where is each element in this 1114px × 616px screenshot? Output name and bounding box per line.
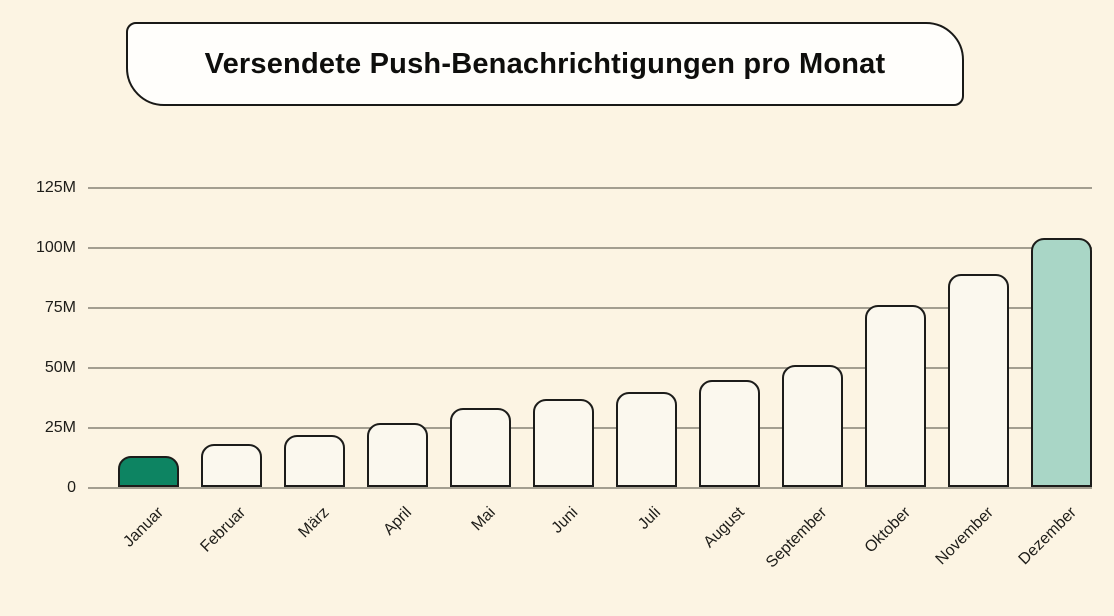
bar-september xyxy=(782,365,843,488)
x-label-juli: Juli xyxy=(635,504,665,534)
x-label-januar: Januar xyxy=(119,504,167,551)
x-label-august: August xyxy=(700,504,748,552)
y-tick-label-125m: 125M xyxy=(35,179,76,196)
y-tick-label-50m: 50M xyxy=(44,358,76,376)
bar-januar xyxy=(118,456,179,488)
y-tick-label-100m: 100M xyxy=(35,238,76,256)
bar-juni xyxy=(533,398,594,488)
bar-februar xyxy=(201,444,262,488)
x-label-marz: März xyxy=(295,504,333,542)
y-tick-label-25m: 25M xyxy=(44,418,76,436)
x-label-februar: Februar xyxy=(197,504,250,556)
chart-title-box: Versendete Push-Benachrichtigungen pro M… xyxy=(126,22,964,106)
bar-april xyxy=(367,422,428,488)
bar-mai xyxy=(450,408,511,488)
x-label-april: April xyxy=(380,504,416,539)
bar-juli xyxy=(616,391,677,488)
bar-oktober xyxy=(865,305,926,488)
bar-dezember xyxy=(1031,238,1092,488)
x-label-dezember: Dezember xyxy=(1015,504,1080,569)
bar-november xyxy=(948,274,1009,488)
gridline-100m xyxy=(88,246,1092,249)
gridline-50m xyxy=(88,366,1092,369)
x-label-oktober: Oktober xyxy=(861,504,914,557)
bar-august xyxy=(699,379,760,488)
y-tick-label-0: 0 xyxy=(67,478,76,496)
x-label-juni: Juni xyxy=(548,504,582,537)
y-tick-label-75m: 75M xyxy=(44,298,76,316)
x-label-september: September xyxy=(763,504,831,572)
gridline-0 xyxy=(88,486,1092,489)
gridline-75m xyxy=(88,306,1092,309)
chart-title: Versendete Push-Benachrichtigungen pro M… xyxy=(204,47,886,80)
x-label-november: November xyxy=(932,504,997,569)
x-label-mai: Mai xyxy=(468,504,499,535)
gridline-125m xyxy=(88,187,1092,189)
bar-marz xyxy=(284,434,345,488)
